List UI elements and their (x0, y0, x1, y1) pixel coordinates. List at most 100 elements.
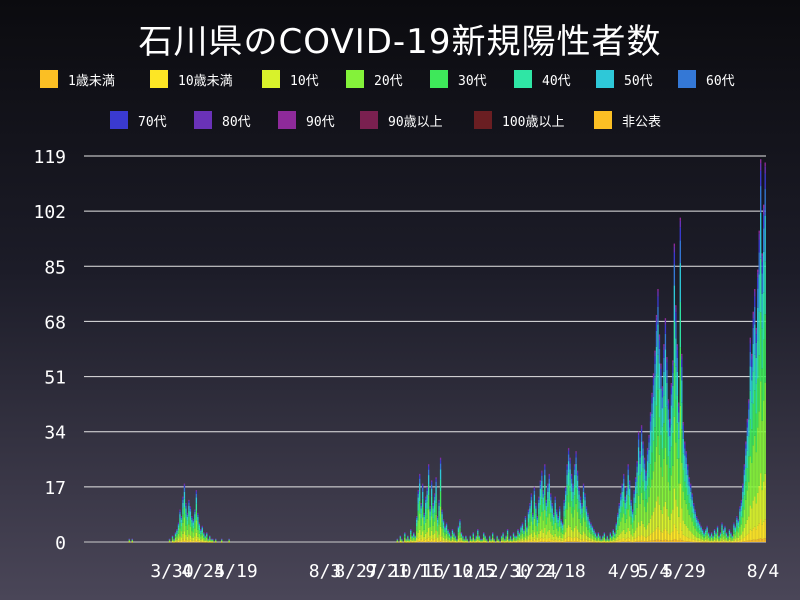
bar-segment (606, 539, 609, 541)
bar-segment (584, 541, 586, 543)
bar-segment (672, 365, 674, 374)
bar-segment (746, 540, 748, 542)
bar-segment (597, 532, 600, 534)
bar-segment (433, 493, 436, 495)
bar-segment (423, 536, 425, 541)
bar-segment (660, 540, 662, 542)
bar-segment (697, 522, 699, 526)
bar-segment (573, 466, 576, 470)
bar-segment (749, 505, 751, 530)
bar-segment (432, 539, 434, 542)
bar-segment (752, 539, 754, 542)
bar-segment (648, 436, 650, 439)
bar-segment (541, 499, 543, 513)
bar-segment (207, 540, 209, 542)
bar-segment (757, 307, 759, 341)
bar-segment (642, 441, 644, 443)
bar-segment (562, 523, 564, 524)
bar-segment (760, 473, 762, 520)
legend-swatch (594, 111, 612, 129)
bar-segment (623, 474, 625, 476)
bar-segment (626, 487, 628, 489)
bar-segment (754, 296, 756, 307)
bar-segment (691, 533, 693, 540)
bar-segment (593, 529, 595, 531)
bar-segment (451, 536, 454, 540)
bar-segment (453, 541, 455, 543)
bar-segment (566, 464, 568, 465)
bar-segment (171, 536, 174, 538)
bar-segment (550, 494, 552, 497)
bar-segment (206, 540, 208, 542)
bar-segment (617, 540, 619, 542)
bar-segment (739, 508, 741, 512)
bar-segment (416, 519, 418, 523)
bar-segment (500, 541, 503, 543)
bar-segment (731, 535, 734, 537)
bar-segment (408, 541, 410, 543)
bar-segment (180, 516, 183, 517)
bar-segment (764, 166, 766, 174)
bar-segment (682, 421, 684, 424)
bar-segment (128, 540, 131, 542)
bar-segment (472, 540, 474, 542)
bar-segment (740, 501, 743, 503)
bar-segment (611, 540, 613, 542)
bar-segment (430, 505, 433, 517)
bar-segment (557, 537, 559, 541)
bar-segment (200, 529, 202, 530)
bar-segment (605, 540, 607, 541)
bar-segment (654, 540, 656, 542)
bar-segment (430, 480, 433, 481)
bar-segment (688, 477, 690, 480)
bar-segment (721, 540, 723, 542)
bar-segment (563, 539, 565, 542)
bar-segment (186, 524, 189, 530)
bar-segment (532, 536, 534, 541)
bar-segment (591, 526, 594, 527)
bar-segment (697, 537, 699, 541)
bar-segment (483, 541, 485, 543)
bar-segment (593, 532, 595, 535)
bar-segment (131, 541, 133, 543)
bar-segment (630, 499, 632, 501)
bar-segment (210, 541, 212, 543)
bar-segment (746, 450, 748, 469)
bar-segment (757, 492, 759, 526)
bar-segment (453, 541, 455, 543)
bar-segment (410, 532, 412, 535)
bar-segment (587, 540, 589, 542)
legend-item: 60代 (678, 66, 735, 92)
bar-segment (676, 540, 678, 542)
bar-segment (739, 511, 741, 516)
bar-segment (664, 324, 667, 334)
bar-segment (684, 499, 686, 524)
bar-segment (209, 538, 211, 540)
bar-segment (518, 536, 521, 538)
bar-segment (447, 536, 449, 540)
bar-segment (606, 541, 609, 543)
bar-segment (527, 518, 530, 523)
bar-segment (664, 407, 667, 448)
bar-segment (475, 541, 477, 543)
bar-segment (752, 500, 754, 529)
bar-segment (634, 477, 637, 480)
bar-segment (451, 541, 454, 542)
legend-item: 80代 (194, 107, 251, 133)
bar-segment (512, 533, 515, 535)
bar-segment (456, 540, 458, 541)
bar-segment (554, 499, 556, 503)
bar-segment (556, 514, 558, 518)
bar-segment (433, 521, 436, 534)
bar-segment (465, 539, 467, 541)
bar-segment (469, 535, 472, 537)
bar-segment (630, 510, 632, 517)
y-tick-label: 34 (44, 423, 66, 444)
bar-segment (532, 540, 534, 542)
bar-segment (417, 503, 419, 511)
bar-segment (736, 526, 738, 532)
bar-segment (539, 538, 541, 542)
bar-segment (490, 541, 492, 543)
bar-segment (551, 539, 553, 542)
bar-segment (603, 532, 606, 533)
